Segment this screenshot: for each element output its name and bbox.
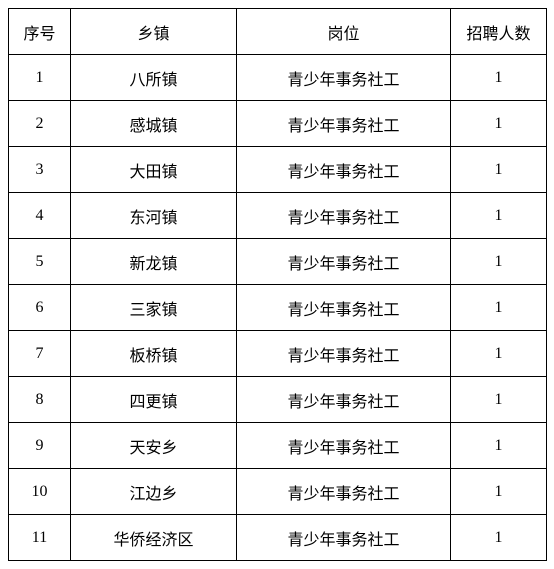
cell-town: 东河镇 [71, 193, 237, 239]
table-row: 11华侨经济区青少年事务社工1 [9, 515, 547, 561]
header-count: 招聘人数 [451, 9, 547, 55]
cell-town: 四更镇 [71, 377, 237, 423]
cell-count: 1 [451, 101, 547, 147]
header-town: 乡镇 [71, 9, 237, 55]
cell-seq: 1 [9, 55, 71, 101]
cell-town: 天安乡 [71, 423, 237, 469]
cell-position: 青少年事务社工 [237, 331, 451, 377]
cell-town: 三家镇 [71, 285, 237, 331]
recruitment-table: 序号 乡镇 岗位 招聘人数 1八所镇青少年事务社工12感城镇青少年事务社工13大… [8, 8, 547, 561]
cell-seq: 5 [9, 239, 71, 285]
cell-town: 感城镇 [71, 101, 237, 147]
cell-count: 1 [451, 55, 547, 101]
cell-position: 青少年事务社工 [237, 147, 451, 193]
cell-count: 1 [451, 377, 547, 423]
cell-count: 1 [451, 469, 547, 515]
cell-town: 大田镇 [71, 147, 237, 193]
cell-town: 新龙镇 [71, 239, 237, 285]
table-header: 序号 乡镇 岗位 招聘人数 [9, 9, 547, 55]
table-row: 5新龙镇青少年事务社工1 [9, 239, 547, 285]
cell-position: 青少年事务社工 [237, 239, 451, 285]
table-row: 2感城镇青少年事务社工1 [9, 101, 547, 147]
header-seq: 序号 [9, 9, 71, 55]
cell-count: 1 [451, 239, 547, 285]
cell-seq: 9 [9, 423, 71, 469]
table-row: 3大田镇青少年事务社工1 [9, 147, 547, 193]
header-position: 岗位 [237, 9, 451, 55]
cell-position: 青少年事务社工 [237, 101, 451, 147]
table-body: 1八所镇青少年事务社工12感城镇青少年事务社工13大田镇青少年事务社工14东河镇… [9, 55, 547, 561]
table-row: 4东河镇青少年事务社工1 [9, 193, 547, 239]
cell-count: 1 [451, 423, 547, 469]
cell-position: 青少年事务社工 [237, 193, 451, 239]
cell-count: 1 [451, 147, 547, 193]
table-row: 1八所镇青少年事务社工1 [9, 55, 547, 101]
cell-position: 青少年事务社工 [237, 469, 451, 515]
cell-position: 青少年事务社工 [237, 377, 451, 423]
cell-seq: 10 [9, 469, 71, 515]
cell-town: 板桥镇 [71, 331, 237, 377]
cell-seq: 11 [9, 515, 71, 561]
header-row: 序号 乡镇 岗位 招聘人数 [9, 9, 547, 55]
cell-town: 江边乡 [71, 469, 237, 515]
cell-count: 1 [451, 193, 547, 239]
cell-count: 1 [451, 515, 547, 561]
cell-seq: 6 [9, 285, 71, 331]
cell-seq: 2 [9, 101, 71, 147]
cell-seq: 4 [9, 193, 71, 239]
cell-count: 1 [451, 285, 547, 331]
cell-town: 八所镇 [71, 55, 237, 101]
cell-position: 青少年事务社工 [237, 285, 451, 331]
cell-town: 华侨经济区 [71, 515, 237, 561]
cell-position: 青少年事务社工 [237, 55, 451, 101]
table-row: 10江边乡青少年事务社工1 [9, 469, 547, 515]
cell-position: 青少年事务社工 [237, 515, 451, 561]
cell-position: 青少年事务社工 [237, 423, 451, 469]
cell-seq: 8 [9, 377, 71, 423]
table-row: 9天安乡青少年事务社工1 [9, 423, 547, 469]
table-row: 6三家镇青少年事务社工1 [9, 285, 547, 331]
cell-seq: 3 [9, 147, 71, 193]
cell-seq: 7 [9, 331, 71, 377]
cell-count: 1 [451, 331, 547, 377]
table-row: 7板桥镇青少年事务社工1 [9, 331, 547, 377]
table-row: 8四更镇青少年事务社工1 [9, 377, 547, 423]
